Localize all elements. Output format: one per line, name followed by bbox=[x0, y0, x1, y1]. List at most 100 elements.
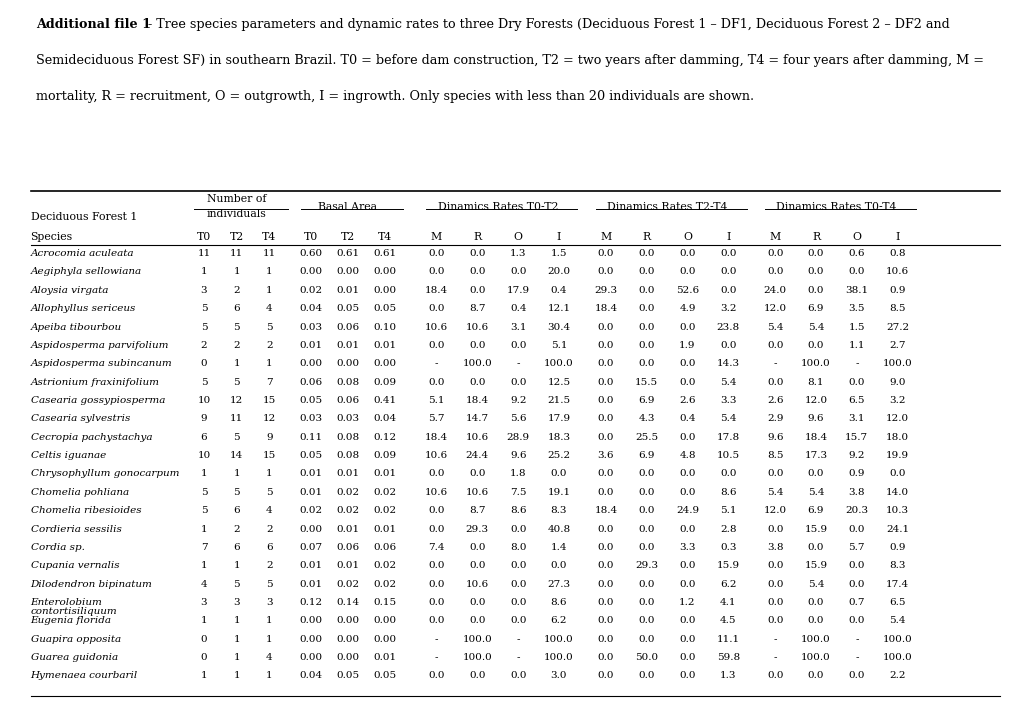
Text: 9.6: 9.6 bbox=[766, 433, 783, 442]
Text: 0.0: 0.0 bbox=[469, 616, 485, 625]
Text: 6: 6 bbox=[233, 543, 239, 552]
Text: 3.6: 3.6 bbox=[597, 451, 613, 460]
Text: 2.8: 2.8 bbox=[719, 524, 736, 534]
Text: 0.0: 0.0 bbox=[679, 616, 695, 625]
Text: T4: T4 bbox=[377, 232, 391, 242]
Text: 0.9: 0.9 bbox=[889, 543, 905, 552]
Text: 0.0: 0.0 bbox=[597, 268, 613, 276]
Text: 0.7: 0.7 bbox=[848, 598, 864, 607]
Text: 12: 12 bbox=[230, 396, 243, 405]
Text: 0.0: 0.0 bbox=[597, 635, 613, 644]
Text: Aspidosperma parvifolium: Aspidosperma parvifolium bbox=[31, 341, 169, 350]
Text: 9: 9 bbox=[201, 415, 207, 423]
Text: M: M bbox=[599, 232, 611, 242]
Text: 3.0: 3.0 bbox=[550, 671, 567, 680]
Text: 7.4: 7.4 bbox=[428, 543, 444, 552]
Text: 0.0: 0.0 bbox=[766, 377, 783, 387]
Text: Aspidosperma subincanum: Aspidosperma subincanum bbox=[31, 359, 172, 369]
Text: 0.0: 0.0 bbox=[719, 469, 736, 479]
Text: 0.0: 0.0 bbox=[638, 524, 654, 534]
Text: 0.0: 0.0 bbox=[510, 580, 526, 589]
Text: 0.0: 0.0 bbox=[719, 286, 736, 295]
Text: 0.0: 0.0 bbox=[679, 562, 695, 570]
Text: 0.0: 0.0 bbox=[807, 469, 823, 479]
Text: 0.06: 0.06 bbox=[300, 377, 322, 387]
Text: -: - bbox=[516, 653, 520, 662]
Text: Cordia sp.: Cordia sp. bbox=[31, 543, 85, 552]
Text: 9.6: 9.6 bbox=[807, 415, 823, 423]
Text: 3.5: 3.5 bbox=[848, 304, 864, 313]
Text: 4: 4 bbox=[266, 304, 272, 313]
Text: 1.9: 1.9 bbox=[679, 341, 695, 350]
Text: Deciduous Forest 1: Deciduous Forest 1 bbox=[31, 212, 137, 222]
Text: Species: Species bbox=[31, 232, 72, 242]
Text: 0.0: 0.0 bbox=[469, 377, 485, 387]
Text: 0.00: 0.00 bbox=[373, 635, 395, 644]
Text: 2.6: 2.6 bbox=[766, 396, 783, 405]
Text: 1: 1 bbox=[233, 653, 239, 662]
Text: 5: 5 bbox=[233, 580, 239, 589]
Text: 8.3: 8.3 bbox=[889, 562, 905, 570]
Text: 3.3: 3.3 bbox=[719, 396, 736, 405]
Text: 3.2: 3.2 bbox=[889, 396, 905, 405]
Text: 0.01: 0.01 bbox=[336, 524, 359, 534]
Text: 0.14: 0.14 bbox=[336, 598, 359, 607]
Text: 59.8: 59.8 bbox=[716, 653, 739, 662]
Text: 1: 1 bbox=[233, 635, 239, 644]
Text: 0.02: 0.02 bbox=[300, 286, 322, 295]
Text: 0.4: 0.4 bbox=[550, 286, 567, 295]
Text: 3.2: 3.2 bbox=[719, 304, 736, 313]
Text: -: - bbox=[434, 359, 438, 369]
Text: 5.7: 5.7 bbox=[428, 415, 444, 423]
Text: 0.06: 0.06 bbox=[336, 396, 359, 405]
Text: 0.0: 0.0 bbox=[510, 268, 526, 276]
Text: 5: 5 bbox=[201, 488, 207, 497]
Text: 0.00: 0.00 bbox=[336, 268, 359, 276]
Text: 10.6: 10.6 bbox=[886, 268, 908, 276]
Text: 27.2: 27.2 bbox=[886, 323, 908, 331]
Text: 100.0: 100.0 bbox=[462, 653, 492, 662]
Text: 0.0: 0.0 bbox=[807, 341, 823, 350]
Text: 15.9: 15.9 bbox=[716, 562, 739, 570]
Text: 0.03: 0.03 bbox=[336, 415, 359, 423]
Text: 0.0: 0.0 bbox=[848, 562, 864, 570]
Text: 2: 2 bbox=[233, 286, 239, 295]
Text: 0.0: 0.0 bbox=[597, 433, 613, 442]
Text: 2.9: 2.9 bbox=[766, 415, 783, 423]
Text: 0.05: 0.05 bbox=[373, 671, 395, 680]
Text: -: - bbox=[772, 653, 776, 662]
Text: 0.0: 0.0 bbox=[679, 323, 695, 331]
Text: 1: 1 bbox=[266, 469, 272, 479]
Text: 18.0: 18.0 bbox=[886, 433, 908, 442]
Text: 0.0: 0.0 bbox=[679, 635, 695, 644]
Text: 25.5: 25.5 bbox=[635, 433, 657, 442]
Text: -: - bbox=[434, 653, 438, 662]
Text: Dinamics Rates T2-T4: Dinamics Rates T2-T4 bbox=[606, 202, 727, 212]
Text: Chrysophyllum gonocarpum: Chrysophyllum gonocarpum bbox=[31, 469, 179, 479]
Text: Basal Area: Basal Area bbox=[318, 202, 377, 212]
Text: 0.0: 0.0 bbox=[597, 323, 613, 331]
Text: 0.0: 0.0 bbox=[766, 580, 783, 589]
Text: 0.0: 0.0 bbox=[679, 653, 695, 662]
Text: 29.3: 29.3 bbox=[594, 286, 616, 295]
Text: 0.0: 0.0 bbox=[469, 598, 485, 607]
Text: 2.6: 2.6 bbox=[679, 396, 695, 405]
Text: 9.2: 9.2 bbox=[848, 451, 864, 460]
Text: 0.0: 0.0 bbox=[469, 562, 485, 570]
Text: Astrionium fraxinifolium: Astrionium fraxinifolium bbox=[31, 377, 159, 387]
Text: 15.9: 15.9 bbox=[804, 562, 826, 570]
Text: 0.0: 0.0 bbox=[597, 562, 613, 570]
Text: 0.0: 0.0 bbox=[597, 616, 613, 625]
Text: 0.07: 0.07 bbox=[300, 543, 322, 552]
Text: 4.3: 4.3 bbox=[638, 415, 654, 423]
Text: 1: 1 bbox=[266, 359, 272, 369]
Text: 10.6: 10.6 bbox=[425, 323, 447, 331]
Text: 0.12: 0.12 bbox=[373, 433, 395, 442]
Text: 5: 5 bbox=[233, 323, 239, 331]
Text: 12.1: 12.1 bbox=[547, 304, 570, 313]
Text: 100.0: 100.0 bbox=[543, 635, 574, 644]
Text: 0.00: 0.00 bbox=[300, 268, 322, 276]
Text: 5: 5 bbox=[201, 506, 207, 516]
Text: 0.06: 0.06 bbox=[373, 543, 395, 552]
Text: 0.3: 0.3 bbox=[719, 543, 736, 552]
